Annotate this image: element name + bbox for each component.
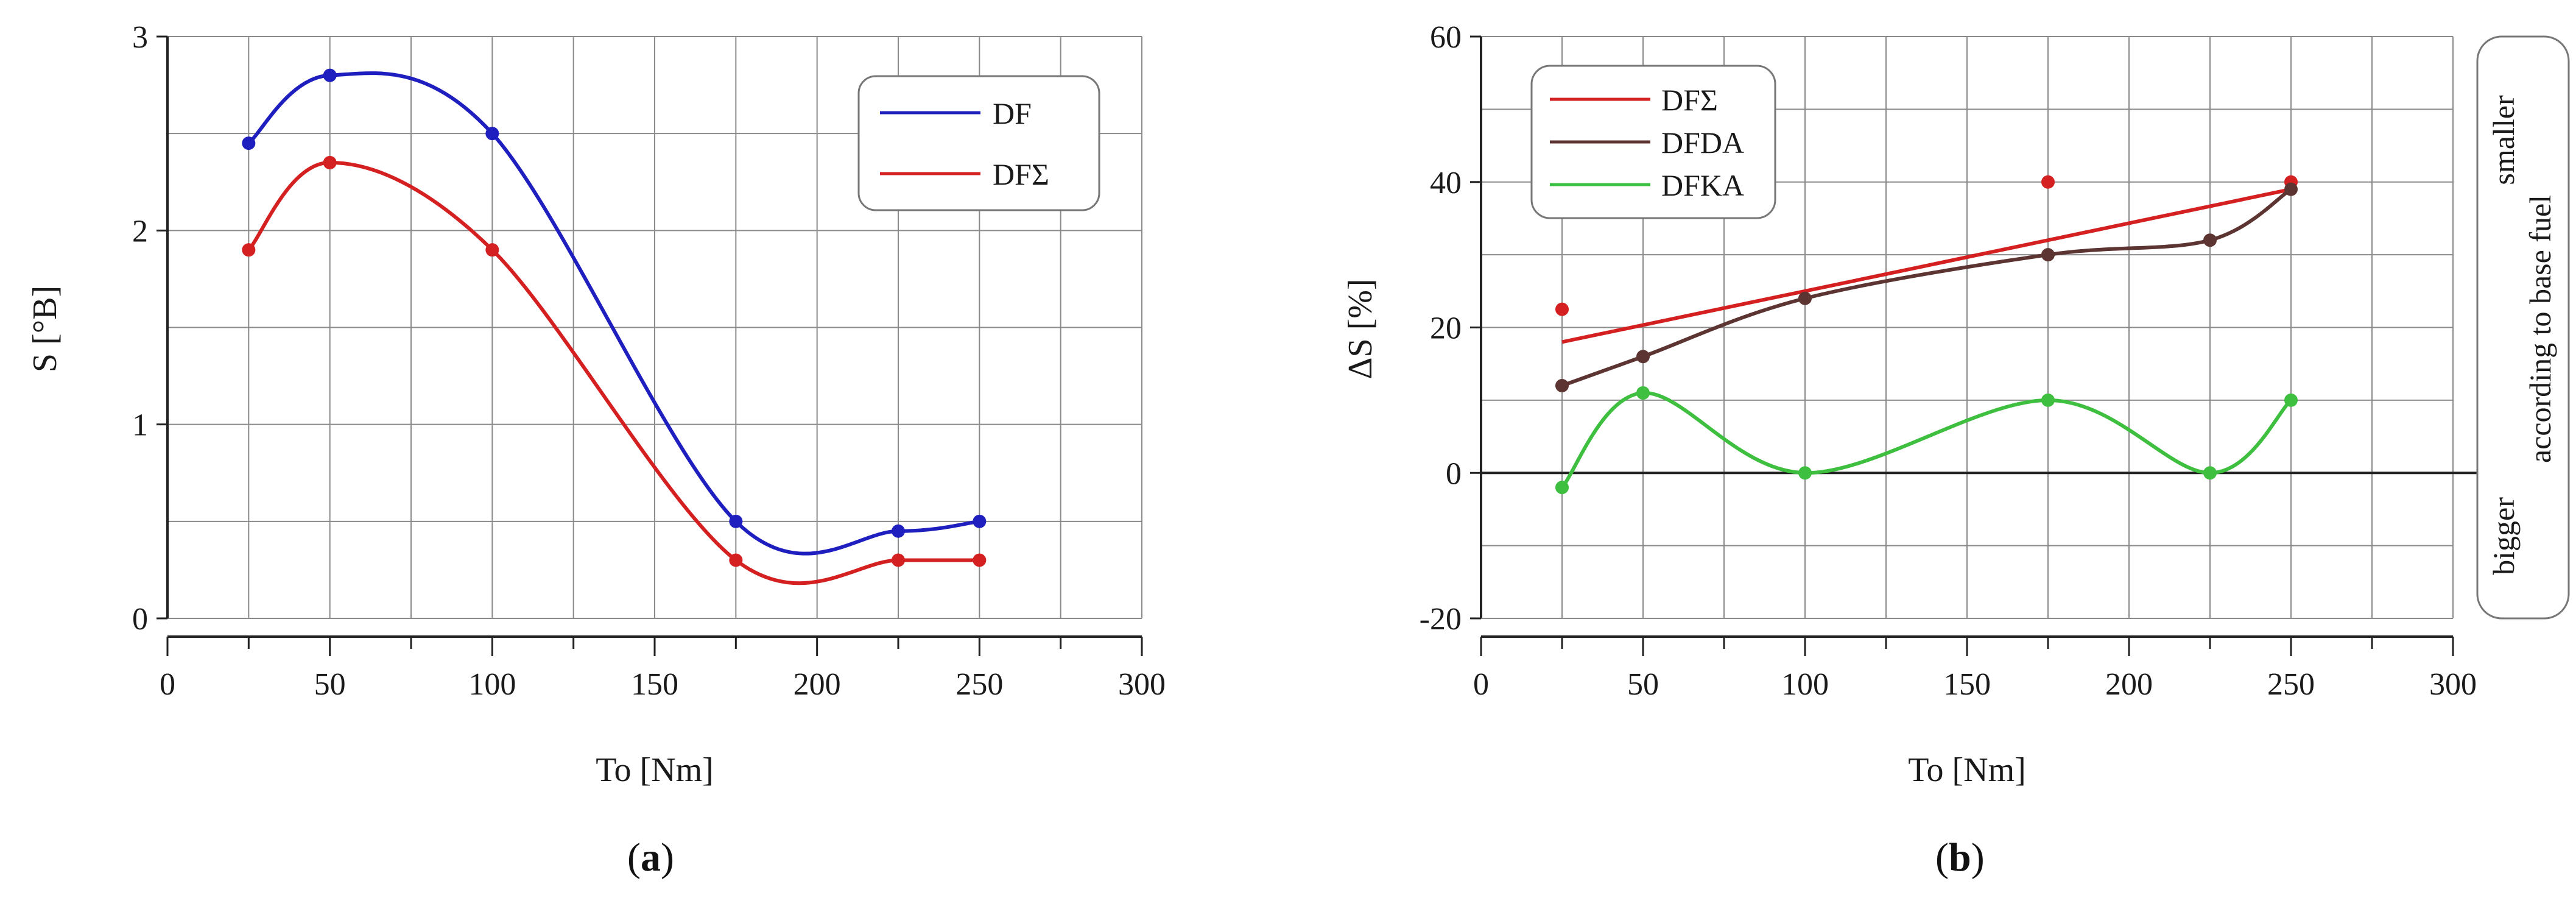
data-point <box>1798 291 1812 305</box>
x-tick-label: 0 <box>1473 667 1489 702</box>
data-point <box>323 155 337 169</box>
legend-label-dfsigma: DFΣ <box>993 157 1049 191</box>
panel-label-a-letter: a <box>640 835 661 880</box>
data-point <box>1636 386 1650 400</box>
y-tick-label: 1 <box>132 408 148 443</box>
chart-b: -20 0 20 40 60 0 50 100 150 200 250 300 DFΣ DFDA DF… <box>1342 20 2570 789</box>
chart-a-data-points <box>242 68 987 567</box>
x-tick-label: 300 <box>2429 667 2477 702</box>
x-tick-label: 250 <box>2267 667 2315 702</box>
data-point <box>892 524 905 538</box>
chart-b-legend: DFΣ DFDA DFKA <box>1530 65 1776 219</box>
y-tick-label: 3 <box>132 20 148 55</box>
panel-label-a: (a) <box>627 835 674 880</box>
chart-a-legend: DF DFΣ <box>857 75 1100 211</box>
y-tick-label: 40 <box>1430 166 1462 200</box>
data-point <box>1555 302 1569 316</box>
x-tick-label: 200 <box>794 667 841 702</box>
data-point <box>242 243 256 257</box>
x-tick-label: 300 <box>1118 667 1166 702</box>
data-point <box>1636 350 1650 364</box>
chart-a-axes: 0 1 2 3 0 50 100 150 200 250 300 <box>132 20 1166 702</box>
data-point <box>729 553 743 567</box>
data-point <box>729 514 743 528</box>
legend-label-b-dfka: DFKA <box>1661 168 1744 202</box>
legend-label-b-dfda: DFDA <box>1661 126 1744 160</box>
series-line <box>1561 187 2292 344</box>
x-tick-label: 200 <box>2105 667 2153 702</box>
data-point <box>485 127 499 141</box>
data-point <box>1555 481 1569 495</box>
data-point <box>1555 379 1569 392</box>
y-tick-label: 0 <box>1446 456 1462 491</box>
y-tick-label: -20 <box>1420 602 1462 637</box>
data-point <box>2203 233 2217 247</box>
panel-label-b: (b) <box>1935 835 1985 880</box>
data-point <box>485 243 499 257</box>
data-point <box>1798 466 1812 480</box>
side-annotation-top: smaller <box>2486 95 2521 185</box>
chart-a-ylabel: S [°B] <box>26 286 64 372</box>
legend-label-b-dfsigma: DFΣ <box>1661 83 1718 117</box>
data-point <box>2284 182 2298 196</box>
x-tick-label: 0 <box>160 667 175 702</box>
data-point <box>2041 393 2055 407</box>
chart-b-data-points <box>1555 175 2298 495</box>
data-point <box>2041 175 2055 189</box>
data-point <box>892 553 905 567</box>
side-annotation: smaller according to base fuel bigger <box>2476 35 2570 620</box>
y-tick-label: 60 <box>1430 20 1462 55</box>
data-point <box>323 68 337 82</box>
x-tick-label: 100 <box>468 667 516 702</box>
side-annotation-middle: according to base fuel <box>2523 195 2557 463</box>
y-tick-label: 2 <box>132 214 148 249</box>
side-annotation-bottom: bigger <box>2486 497 2521 575</box>
side-annotation-box <box>2476 35 2570 620</box>
chart-a: 0 1 2 3 0 50 100 150 200 250 300 DF DFΣ S [°B] To … <box>26 20 1166 789</box>
x-tick-label: 50 <box>1627 667 1659 702</box>
x-tick-label: 50 <box>314 667 346 702</box>
chart-a-legend-box <box>857 75 1100 211</box>
chart-b-xlabel: To [Nm] <box>1908 751 2026 789</box>
chart-a-xlabel: To [Nm] <box>596 751 714 789</box>
y-tick-label: 20 <box>1430 311 1462 346</box>
data-point <box>973 553 987 567</box>
chart-b-axes: -20 0 20 40 60 0 50 100 150 200 250 300 <box>1420 20 2477 702</box>
chart-b-ylabel: ΔS [%] <box>1342 278 1379 379</box>
x-tick-label: 150 <box>631 667 678 702</box>
x-tick-label: 100 <box>1781 667 1829 702</box>
panel-label-b-letter: b <box>1948 835 1971 880</box>
x-tick-label: 250 <box>955 667 1003 702</box>
data-point <box>973 514 987 528</box>
y-tick-label: 0 <box>132 602 148 637</box>
legend-label-df: DF <box>993 96 1032 130</box>
chart-b-legend-box <box>1530 65 1776 219</box>
data-point <box>2203 466 2217 480</box>
data-point <box>242 136 256 150</box>
data-point <box>2284 393 2298 407</box>
data-point <box>2041 248 2055 262</box>
x-tick-label: 150 <box>1943 667 1991 702</box>
